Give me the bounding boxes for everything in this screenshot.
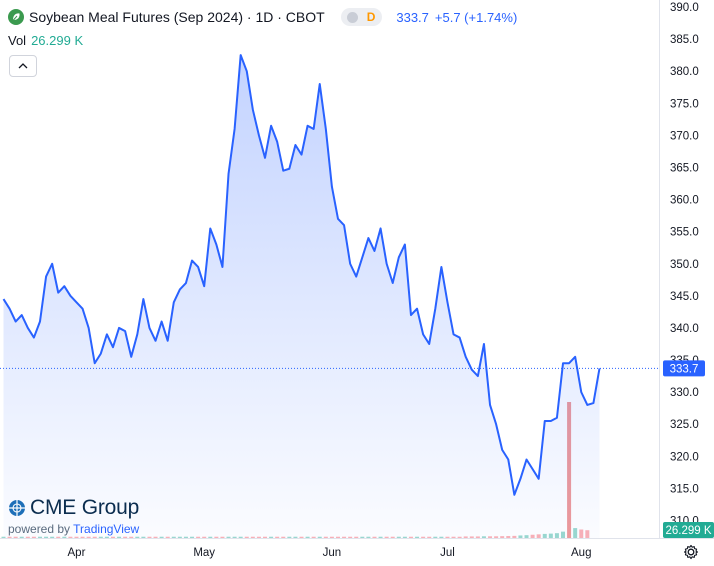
cme-logo[interactable]: CME Group powered by TradingView — [8, 496, 139, 536]
volume-value: 26.299 K — [31, 33, 84, 48]
time-tick-label: Aug — [571, 547, 591, 559]
leaf-icon — [8, 9, 24, 25]
price-tick-label: 330.0 — [670, 387, 699, 399]
price-tick-label: 380.0 — [670, 66, 699, 78]
chevron-up-icon — [18, 63, 28, 69]
data-flag-badge: D — [366, 10, 376, 24]
last-price-tag — [663, 360, 705, 377]
time-tick-label: May — [193, 547, 215, 559]
cme-brand-text: CME Group — [30, 496, 140, 519]
market-status-dot — [346, 11, 358, 23]
price-tick-label: 320.0 — [670, 451, 699, 463]
price-tick-label: 360.0 — [670, 195, 699, 207]
powered-by-text: powered by — [8, 522, 71, 536]
price-tick-label: 315.0 — [670, 483, 699, 495]
time-tick-label: Apr — [68, 547, 86, 559]
time-axis[interactable]: Apr May Jun Jul Aug — [68, 547, 592, 559]
price-change-value: +5.7 (+1.74%) — [434, 9, 518, 25]
time-tick-label: Jul — [440, 547, 455, 559]
last-price-tag-label: 333.7 — [670, 363, 699, 375]
price-tick-label: 370.0 — [670, 130, 699, 142]
price-tick-label: 385.0 — [670, 34, 699, 46]
tradingview-link[interactable]: TradingView — [73, 522, 140, 536]
market-status-pill[interactable]: D — [340, 8, 383, 26]
price-tick-label: 375.0 — [670, 98, 699, 110]
last-price-value: 333.7 — [396, 9, 429, 25]
price-tick-label: 340.0 — [670, 323, 699, 335]
volume-tag — [663, 522, 714, 538]
symbol-title[interactable]: Soybean Meal Futures (Sep 2024) · 1D · C… — [29, 9, 325, 25]
price-axis[interactable]: 310.0315.0320.0325.0330.0335.0340.0345.0… — [670, 2, 699, 528]
volume-label: Vol — [8, 33, 27, 48]
volume-legend: Vol 26.299 K — [8, 33, 83, 48]
price-tick-label: 345.0 — [670, 291, 699, 303]
price-tick-label: 355.0 — [670, 227, 699, 239]
volume-tag-label: 26.299 K — [665, 525, 711, 537]
chart-legend: Soybean Meal Futures (Sep 2024) · 1D · C… — [8, 7, 517, 27]
collapse-legend-button[interactable] — [9, 55, 37, 77]
gear-icon[interactable] — [683, 544, 699, 560]
price-tick-label: 325.0 — [670, 419, 699, 431]
time-tick-label: Jun — [323, 547, 342, 559]
cme-globe-icon — [9, 500, 25, 516]
price-line — [2, 54, 601, 496]
price-area-fill — [3, 55, 600, 538]
price-tick-label: 365.0 — [670, 162, 699, 174]
price-tick-label: 350.0 — [670, 259, 699, 271]
price-tick-label: 390.0 — [670, 2, 699, 14]
